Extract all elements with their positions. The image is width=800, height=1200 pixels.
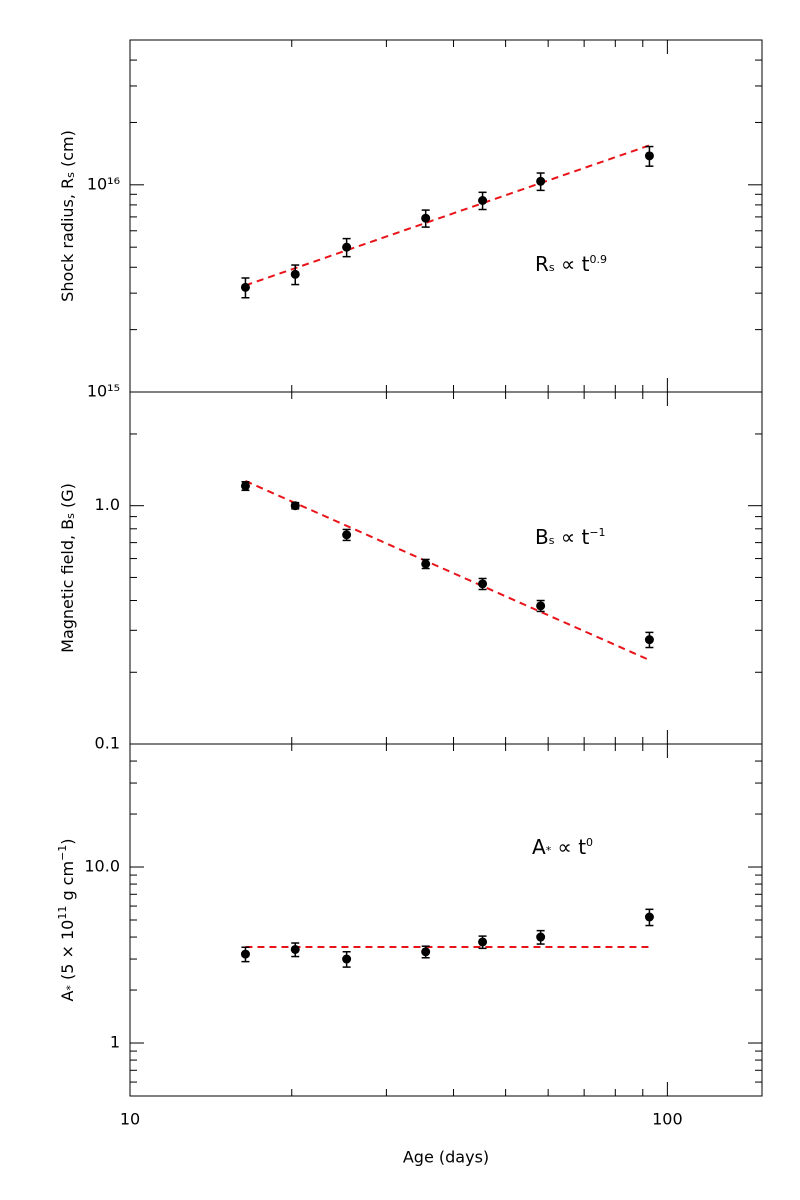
annotation-part: 0 bbox=[586, 836, 593, 849]
data-point bbox=[342, 954, 352, 964]
annotation-part: A bbox=[532, 835, 546, 859]
data-point bbox=[342, 242, 352, 252]
data-point bbox=[644, 912, 654, 922]
annotation-part: ∝ t bbox=[551, 835, 586, 859]
plot-frame bbox=[129, 39, 763, 393]
data-point bbox=[342, 530, 352, 540]
annotation-part: ∝ t bbox=[554, 525, 589, 549]
y-axis-label: A* (5 × 1011 g cm−1) bbox=[56, 838, 77, 1001]
annotation-part: ∝ t bbox=[555, 252, 590, 276]
annotation: Rs ∝ t0.9 bbox=[535, 252, 607, 276]
data-point bbox=[644, 151, 654, 161]
y-axis-label-part: * bbox=[64, 985, 77, 991]
y-axis-label-part: ) bbox=[58, 838, 77, 844]
annotation-part: 0.9 bbox=[589, 253, 607, 266]
x-tick-label: 100 bbox=[652, 1110, 683, 1129]
x-axis-label: Age (days) bbox=[403, 1148, 489, 1167]
annotation-part: s bbox=[549, 534, 555, 547]
data-point bbox=[644, 635, 654, 645]
annotation-part: −1 bbox=[589, 526, 605, 539]
data-point bbox=[421, 213, 431, 223]
annotation-part: s bbox=[549, 261, 555, 274]
data-point bbox=[421, 947, 431, 957]
plot-frame bbox=[129, 743, 763, 1097]
annotation-part: R bbox=[535, 252, 549, 276]
annotation-part: B bbox=[535, 525, 549, 549]
annotation-part: * bbox=[546, 844, 552, 857]
data-point bbox=[536, 932, 546, 942]
y-axis-label-part: s bbox=[64, 172, 77, 178]
y-axis-label: Shock radius, Rs (cm) bbox=[58, 130, 78, 302]
data-point bbox=[240, 949, 250, 959]
data-point bbox=[290, 269, 300, 279]
y-axis-label-part: −1 bbox=[56, 845, 69, 861]
data-point bbox=[421, 559, 431, 569]
annotation: Bs ∝ t−1 bbox=[535, 525, 606, 549]
y-axis-label-part: (cm) bbox=[58, 130, 77, 172]
data-point bbox=[290, 501, 300, 511]
y-axis-label-part: Shock radius, R bbox=[58, 178, 77, 302]
data-point bbox=[536, 176, 546, 186]
data-point bbox=[290, 944, 300, 954]
y-tick-label: 1 bbox=[110, 1033, 120, 1052]
y-tick-label: 1.0 bbox=[95, 495, 120, 514]
y-tick-label: 0.1 bbox=[95, 734, 120, 753]
y-axis-label-part: A bbox=[58, 991, 77, 1002]
data-point bbox=[478, 196, 488, 206]
y-axis-label-part: s bbox=[64, 513, 77, 519]
y-axis-label-part: Magnetic field, B bbox=[58, 519, 77, 653]
annotation: A* ∝ t0 bbox=[532, 835, 593, 859]
y-axis-label-part: g cm bbox=[58, 861, 77, 906]
y-axis-label-part: (5 × 10 bbox=[58, 920, 77, 985]
data-point bbox=[478, 579, 488, 589]
y-axis-label: Magnetic field, Bs (G) bbox=[58, 483, 78, 653]
data-point bbox=[478, 937, 488, 947]
x-tick-label: 10 bbox=[120, 1110, 140, 1129]
y-tick-label: 10¹⁶ bbox=[87, 174, 120, 193]
plot-frame bbox=[129, 391, 763, 745]
y-axis-label-part: 11 bbox=[56, 906, 69, 920]
y-tick-label: 10¹⁵ bbox=[87, 382, 120, 401]
y-axis-label-part: (G) bbox=[58, 483, 77, 513]
data-point bbox=[240, 282, 250, 292]
y-tick-label: 10.0 bbox=[84, 857, 120, 876]
fit-line bbox=[245, 480, 650, 661]
data-point bbox=[536, 601, 546, 611]
data-point bbox=[240, 481, 250, 491]
